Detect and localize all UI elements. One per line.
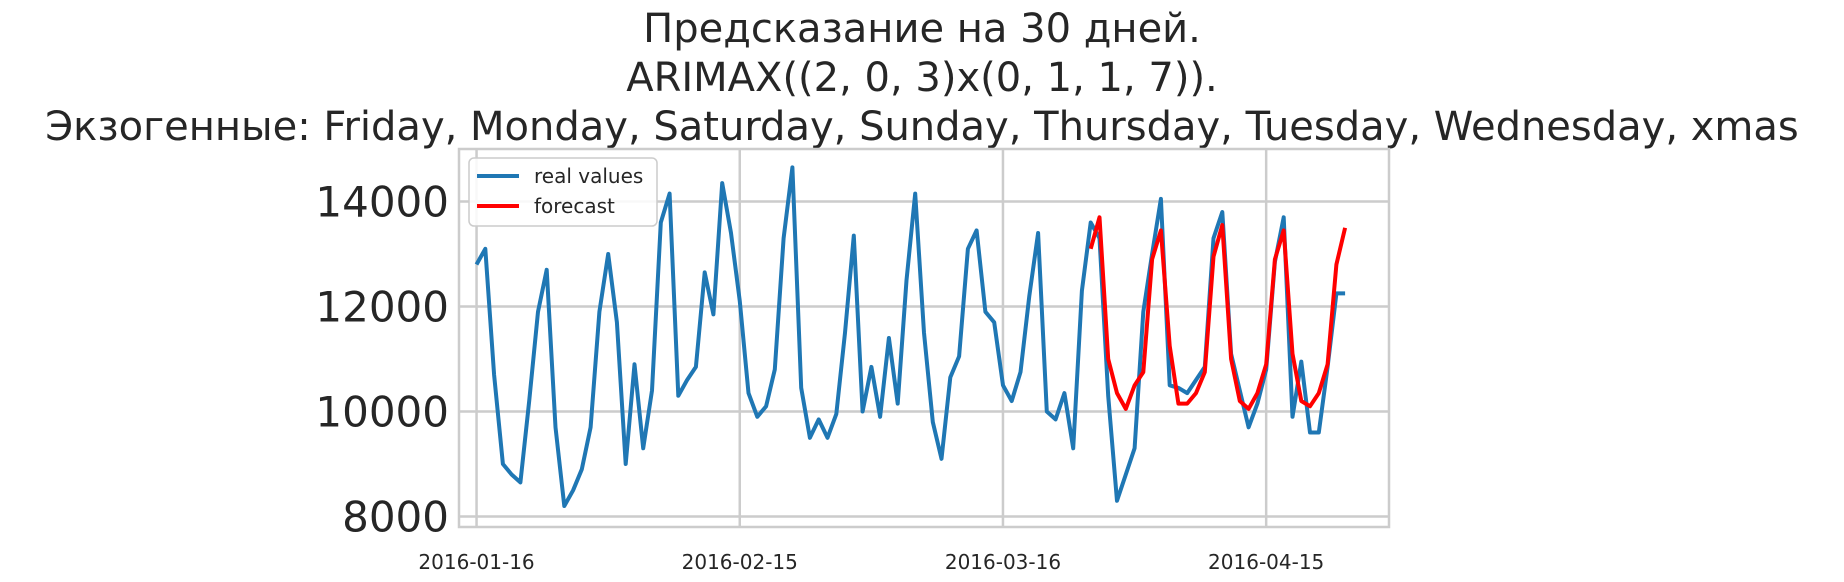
y-axis-ticks: 8000 10000 12000 14000 — [315, 178, 449, 542]
x-axis-ticks: 2016-01-16 2016-02-15 2016-03-16 2016-04-15 — [418, 550, 1324, 574]
x-tick-label-2016-04-15: 2016-04-15 — [1208, 550, 1324, 574]
legend-label-forecast: forecast — [534, 194, 615, 218]
y-tick-label-8000: 8000 — [342, 493, 449, 542]
y-tick-label-10000: 10000 — [315, 388, 449, 437]
legend: real values forecast — [468, 157, 658, 227]
x-tick-label-2016-01-16: 2016-01-16 — [418, 550, 534, 574]
legend-label-real-values: real values — [534, 164, 643, 188]
series-line-forecast — [1088, 215, 1348, 411]
chart-title-line-1: Предсказание на 30 дней. — [643, 6, 1201, 52]
x-tick-label-2016-02-15: 2016-02-15 — [682, 550, 798, 574]
plot-frame — [457, 147, 1391, 529]
chart-title-line-2: ARIMAX((2, 0, 3)x(0, 1, 1, 7)). — [626, 55, 1218, 101]
chart-title: Предсказание на 30 дней. ARIMAX((2, 0, 3… — [45, 6, 1799, 150]
plot-area — [457, 147, 1391, 529]
series-line-real-values — [474, 165, 1346, 508]
y-tick-label-12000: 12000 — [315, 283, 449, 332]
x-tick-label-2016-03-16: 2016-03-16 — [945, 550, 1061, 574]
series-layer — [474, 165, 1348, 508]
y-tick-label-14000: 14000 — [315, 178, 449, 227]
chart-title-line-3: Экзогенные: Friday, Monday, Saturday, Su… — [45, 104, 1799, 150]
